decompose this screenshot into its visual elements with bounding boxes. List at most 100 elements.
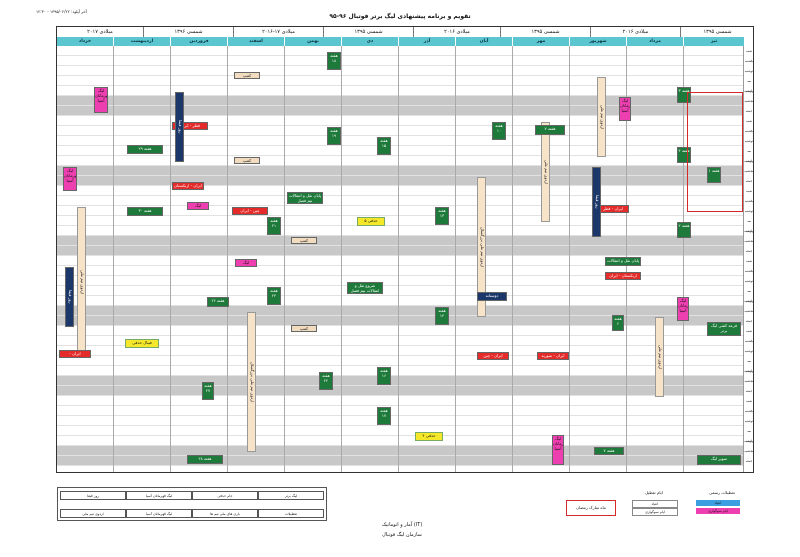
grid-row xyxy=(57,376,753,386)
weekday-label: یکشنبه xyxy=(744,59,754,63)
afc-match: لیگ قهرمانان آسیا xyxy=(677,297,689,321)
weekday-label: چهارشنبه xyxy=(744,439,754,443)
match-iran-uzbekistan: ایران - ازبکستان xyxy=(172,182,204,190)
period-header: ۱۳۹۵ شمسی xyxy=(501,27,591,37)
league-week-22: هفته ۲۲ xyxy=(319,372,333,390)
upload-note: آخر آپلود: ۱۳۹۵/۰۲/۲۲ - ۱۲:۳۰ xyxy=(36,9,87,14)
grid-row xyxy=(57,146,753,156)
weekday-label: دوشنبه xyxy=(744,69,754,73)
grid-row xyxy=(57,356,753,366)
official-feast: اعیاد xyxy=(696,500,740,506)
grid-row xyxy=(57,86,753,96)
league-week-30: هفته ۳۰ xyxy=(127,207,163,216)
grid-row xyxy=(57,126,753,136)
grid-row xyxy=(57,316,753,326)
league-week-6: هفته ۶ xyxy=(612,315,624,331)
legend-item: بازی های ملی تیم ها xyxy=(192,509,258,518)
month-header: تیر xyxy=(684,37,745,46)
national-camp-stripe: اردوی تیم ملی xyxy=(597,77,606,157)
weekday-label: پنجشنبه xyxy=(744,379,754,383)
official-mourning: ایام سوگواری xyxy=(696,508,740,514)
period-header: ۱۳۹۵ شمسی xyxy=(681,27,753,37)
weekday-label: چهارشنبه xyxy=(744,299,754,303)
weekday-label: جمعه xyxy=(745,249,753,253)
grid-row xyxy=(57,116,753,126)
national-camp-stripe: اردوی تیم ملی xyxy=(655,317,664,397)
camp: کمپ xyxy=(234,72,260,79)
league-week-26: هفته ۲۶ xyxy=(207,297,229,307)
period-header: ۲۰۱۶-۱۷ میلادی xyxy=(234,27,324,37)
weekday-label: جمعه xyxy=(745,389,753,393)
weekday-label: شنبه xyxy=(746,189,752,193)
weekday-label: یکشنبه xyxy=(744,409,754,413)
grid-row xyxy=(57,226,753,236)
grid-row xyxy=(57,206,753,216)
month-column xyxy=(513,46,570,472)
weekday-label: پنجشنبه xyxy=(744,169,754,173)
holiday-feast: اعیاد xyxy=(632,500,678,508)
grid-row xyxy=(57,166,753,176)
grid-row xyxy=(57,436,753,446)
calendar-grid: ۲۰۱۷ میلادی ۱۳۹۶ شمسی ۲۰۱۶-۱۷ میلادی ۱۳۹… xyxy=(56,26,754,473)
month-header: بهمن xyxy=(285,37,342,46)
legend-item: جام حذفی xyxy=(192,491,258,500)
official-legend-title: تعطیلات رسمی xyxy=(709,490,735,495)
cup-final: فینال حذفی xyxy=(125,339,159,348)
weekday-label: شنبه xyxy=(746,259,752,263)
match-iran-china: ایران - چین xyxy=(477,352,509,360)
grid-row xyxy=(57,286,753,296)
league-week-21: هفته ۲۱ xyxy=(267,217,281,235)
weekday-label: سه شنبه xyxy=(746,219,752,233)
league-week-19: هفته ۱۹ xyxy=(327,127,341,145)
league-week-29: هفته ۲۹ xyxy=(127,145,163,154)
afc-match: لیگ قهرمانان آسیا xyxy=(94,87,108,113)
league-week-18: هفته ۱۸ xyxy=(327,52,341,70)
grid-row xyxy=(57,306,753,316)
weekday-label: شنبه xyxy=(746,329,752,333)
grid-row xyxy=(57,406,753,416)
national-camp-stripe: اردوی تیم ملی بزرگسال xyxy=(477,177,486,317)
page-title: تقویم و برنامه پیشنهادی لیگ برتر فوتبال … xyxy=(329,13,471,20)
month-column xyxy=(228,46,285,472)
weekday-label: چهارشنبه xyxy=(744,89,754,93)
grid-row xyxy=(57,266,753,276)
month-header: مرداد xyxy=(627,37,684,46)
grid-row xyxy=(57,46,753,56)
camp: کمپ xyxy=(291,325,317,332)
grid-row xyxy=(57,426,753,436)
friendly: دوستانه xyxy=(477,292,507,301)
weekday-label: سه شنبه xyxy=(746,149,752,163)
footer-line-1: آمار و اتوماتیک (IT) xyxy=(381,522,423,528)
grid-row xyxy=(57,136,753,146)
month-header: اسفند xyxy=(228,37,285,46)
league-draw: قرعه کشی لیگ برتر xyxy=(707,322,741,336)
league-week-3: هفته ۳ xyxy=(677,87,691,103)
afc-match: لیگ قهرمانان آسیا xyxy=(63,167,77,191)
grid-row xyxy=(57,236,753,246)
mid-season-transfer-end: پایان نقل و انتقالات نیم فصل xyxy=(287,192,323,204)
transfer-end: پایان نقل و انتقالات xyxy=(605,257,641,266)
month-column xyxy=(57,46,114,472)
month-header: شهریور xyxy=(570,37,627,46)
legend: لیگ برتر جام حذفی لیگ قهرمانان آسیا روز … xyxy=(57,487,327,521)
weekday-label: یکشنبه xyxy=(744,339,754,343)
grid-row xyxy=(57,366,753,376)
footer-line-2: سازمان لیگ فوتبال xyxy=(382,532,422,538)
league-week-27: هفته ۲۷ xyxy=(202,382,214,400)
league-week-28: هفته ۲۸ xyxy=(187,455,223,464)
official-holiday-legend: تعطیلات رسمی اعیاد ایام سوگواری xyxy=(692,490,752,522)
weekday-label: شنبه xyxy=(746,119,752,123)
grid-row xyxy=(57,66,753,76)
weekday-label: پنجشنبه xyxy=(744,239,754,243)
month-column xyxy=(456,46,513,472)
match-iran-syria: ایران - سوریه xyxy=(537,352,569,360)
afc-match: لیگ قهرمانان آسیا xyxy=(187,202,209,210)
grid-row xyxy=(57,396,753,406)
grid-row xyxy=(57,346,753,356)
league-week-10: هفته ۱۰ xyxy=(492,122,506,140)
month-header: خرداد xyxy=(57,37,114,46)
camp: کمپ xyxy=(291,237,317,244)
weekday-label: پنجشنبه xyxy=(744,99,754,103)
legend-item: لیگ قهرمانان آسیا xyxy=(126,491,192,500)
league-week-13: هفته ۱۳ xyxy=(435,207,449,225)
